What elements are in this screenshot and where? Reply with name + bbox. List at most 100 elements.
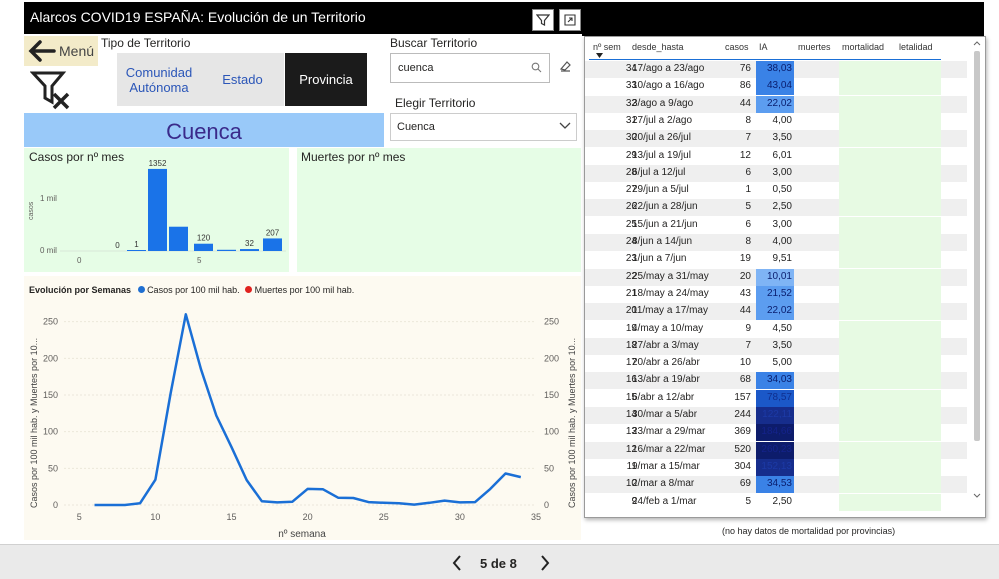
cell-ia: 4,00: [772, 114, 792, 126]
cell-sem: 29: [625, 149, 637, 161]
table-row[interactable]: 29 13/jul a 19/jul 12 6,01: [585, 147, 967, 165]
filter-icon[interactable]: [532, 9, 554, 31]
table-row[interactable]: 22 25/may a 31/may 20 10,01: [585, 268, 967, 286]
table-scrollbar[interactable]: [972, 39, 982, 509]
territory-dropdown[interactable]: Cuenca: [390, 113, 577, 141]
mortality-cell: [839, 199, 941, 217]
table-row[interactable]: 27 29/jun a 5/jul 1 0,50: [585, 182, 967, 200]
ia-heat-cell: [756, 424, 794, 442]
cell-range: 30/mar a 5/abr: [632, 409, 698, 420]
table-row[interactable]: 14 30/mar a 5/abr 244 122,11: [585, 407, 967, 424]
table-row[interactable]: 33 10/ago a 16/ago 86 43,04: [585, 78, 967, 96]
table-row[interactable]: 26 22/jun a 28/jun 5 2,50: [585, 199, 967, 217]
month-bar[interactable]: [169, 226, 188, 251]
cell-ia: 3,00: [772, 218, 792, 230]
col-header-ia[interactable]: IA: [759, 42, 768, 52]
mortality-cell: [839, 493, 941, 511]
search-input[interactable]: cuenca: [390, 53, 550, 83]
y-tick-right: 50: [544, 463, 554, 473]
y-tick-right: 200: [544, 353, 559, 363]
cell-sem: 30: [625, 132, 637, 144]
ia-heat-cell: [756, 95, 794, 113]
mortality-cell: [839, 112, 941, 130]
table-row[interactable]: 17 20/abr a 26/abr 10 5,00: [585, 355, 967, 373]
table-row[interactable]: 13 23/mar a 29/mar 369 184,66: [585, 424, 967, 442]
cell-ia: 6,01: [772, 149, 792, 161]
table-row[interactable]: 11 9/mar a 15/mar 304 152,13: [585, 458, 967, 476]
month-bar[interactable]: [194, 243, 213, 251]
mortality-cell: [839, 372, 941, 390]
table-row[interactable]: 16 13/abr a 19/abr 68 34,03: [585, 372, 967, 390]
next-page-icon[interactable]: [540, 555, 550, 571]
cell-casos: 44: [739, 97, 751, 109]
x-tick: 5: [77, 512, 82, 522]
month-bar[interactable]: [263, 238, 282, 251]
mortality-cell: [839, 389, 941, 407]
mortality-cell: [839, 337, 941, 355]
menu-button[interactable]: Menú: [24, 36, 98, 66]
x-tick: 10: [150, 512, 160, 522]
table-row[interactable]: 18 27/abr a 3/may 7 3,50: [585, 337, 967, 355]
cell-ia: 3,50: [772, 339, 792, 351]
table-row[interactable]: 15 6/abr a 12/abr 157 78,57: [585, 389, 967, 407]
cell-ia: 0,50: [772, 184, 792, 196]
x-tick: 25: [379, 512, 389, 522]
ia-heat-cell: [756, 476, 794, 494]
mortality-cell: [839, 234, 941, 251]
cell-casos: 5: [745, 495, 751, 507]
table-row[interactable]: 10 2/mar a 8/mar 69 34,53: [585, 476, 967, 494]
col-header-desde-hasta[interactable]: desde_hasta: [632, 42, 684, 52]
segment-provincia[interactable]: Provincia: [285, 53, 367, 106]
col-header-sem[interactable]: nº sem: [593, 42, 621, 52]
table-row[interactable]: 9 24/feb a 1/mar 5 2,50: [585, 493, 967, 511]
month-bar[interactable]: [240, 249, 259, 251]
table-row[interactable]: 24 8/jun a 14/jun 8 4,00: [585, 234, 967, 251]
bar-data-label: 1: [134, 240, 139, 249]
clear-filters-icon[interactable]: [30, 70, 72, 110]
y-tick-right: 100: [544, 427, 559, 437]
cell-sem: 25: [625, 218, 637, 230]
eraser-icon[interactable]: [559, 60, 572, 72]
table-row[interactable]: 12 16/mar a 22/mar 520 260,23: [585, 441, 967, 459]
month-bar[interactable]: [148, 168, 167, 251]
search-icon: [531, 62, 542, 73]
cases-series-line[interactable]: [94, 313, 522, 507]
cell-casos: 10: [739, 357, 751, 369]
col-header-muertes[interactable]: muertes: [798, 42, 831, 52]
month-bar[interactable]: [217, 249, 236, 251]
cell-sem: 13: [625, 426, 637, 438]
table-row[interactable]: 25 15/jun a 21/jun 6 3,00: [585, 216, 967, 234]
table-row[interactable]: 21 18/may a 24/may 43 21,52: [585, 285, 967, 303]
y-tick-left: 100: [43, 427, 58, 437]
table-row[interactable]: 23 1/jun a 7/jun 19 9,51: [585, 251, 967, 269]
focus-mode-icon[interactable]: [559, 9, 581, 31]
cell-casos: 8: [745, 236, 751, 247]
table-row[interactable]: 20 11/may a 17/may 44 22,02: [585, 303, 967, 321]
col-header-casos[interactable]: casos: [725, 42, 749, 52]
table-row[interactable]: 19 4/may a 10/may 9 4,50: [585, 320, 967, 338]
cell-casos: 20: [739, 270, 751, 282]
mortality-cell: [839, 61, 941, 78]
table-row[interactable]: 34 17/ago a 23/ago 76 38,03: [585, 61, 967, 78]
segment-comunidad-autonoma[interactable]: Comunidad Autónoma: [117, 53, 201, 106]
table-row[interactable]: 30 20/jul a 26/jul 7 3,50: [585, 130, 967, 148]
header-divider: [589, 59, 941, 60]
col-header-letalidad[interactable]: letalidad: [899, 42, 933, 52]
previous-page-icon[interactable]: [452, 555, 462, 571]
territory-name-banner: Cuenca: [24, 113, 384, 147]
col-header-mortalidad[interactable]: mortalidad: [842, 42, 885, 52]
mortality-cell: [839, 164, 941, 182]
table-row[interactable]: 31 27/jul a 2/ago 8 4,00: [585, 112, 967, 130]
y-tick-left: 0: [53, 500, 58, 510]
segment-estado[interactable]: Estado: [201, 53, 284, 106]
table-row[interactable]: 28 6/jul a 12/jul 6 3,00: [585, 164, 967, 182]
ia-heat-cell: [756, 389, 794, 407]
cell-ia: 9,51: [772, 253, 792, 265]
month-bar[interactable]: [127, 250, 146, 251]
cell-ia: 2,50: [772, 495, 792, 507]
back-arrow-icon: [28, 40, 56, 62]
cell-casos: 244: [734, 409, 751, 420]
weekly-data-table[interactable]: nº sem desde_hasta casos IA muertes mort…: [584, 36, 986, 518]
table-row[interactable]: 32 3/ago a 9/ago 44 22,02: [585, 95, 967, 113]
ia-heat-cell: [756, 268, 794, 286]
